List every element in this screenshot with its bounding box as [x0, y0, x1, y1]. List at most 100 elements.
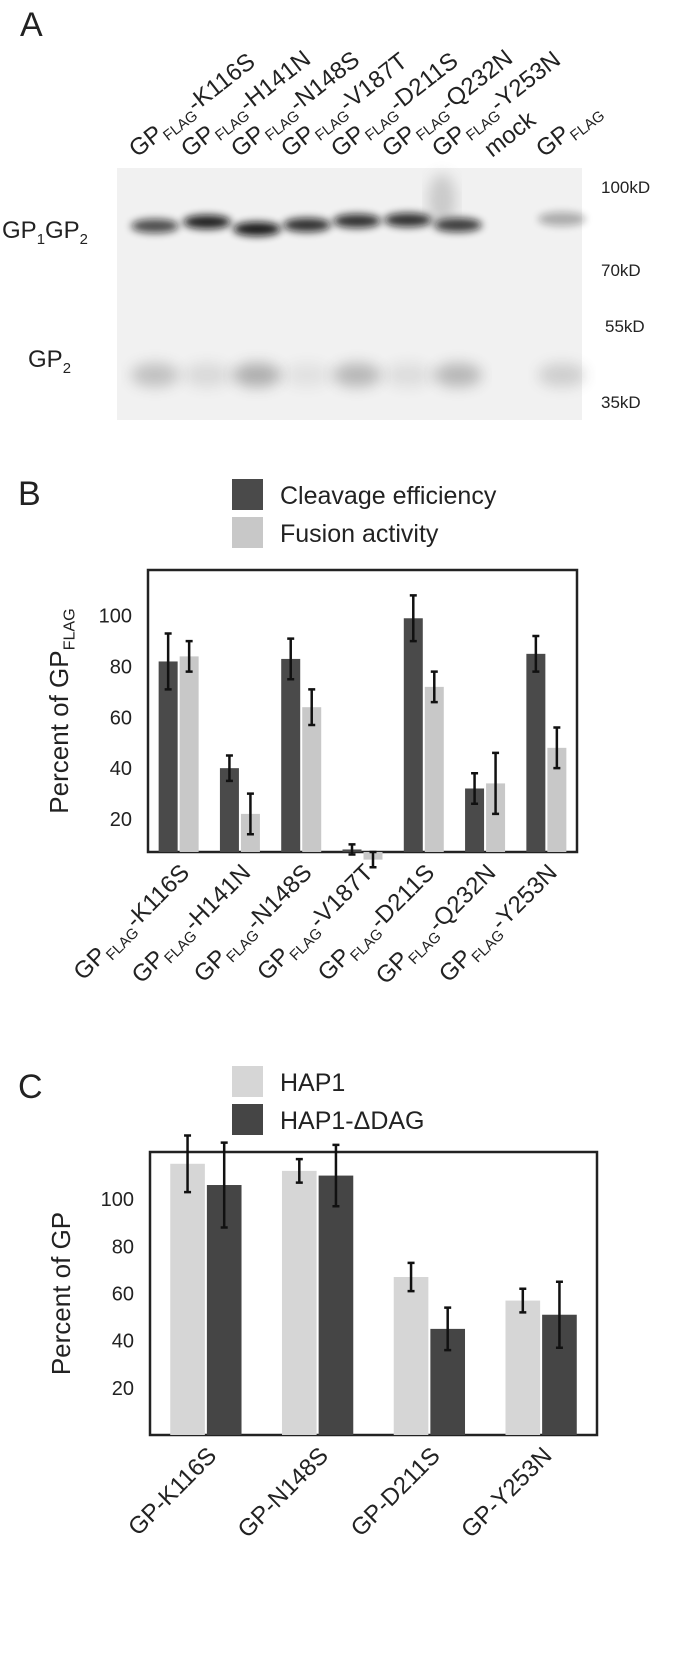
error-bar	[553, 726, 561, 770]
band-label-part: GP	[2, 217, 37, 244]
lane-label-part: GP	[124, 120, 168, 163]
legend-label: Fusion activity	[280, 520, 439, 548]
legend-swatch	[232, 1104, 263, 1135]
band-label-part: 1	[37, 232, 45, 248]
error-bar	[369, 850, 377, 869]
smear	[428, 174, 456, 226]
error-bar	[471, 771, 479, 805]
x-tick-label-part: -Y253N	[486, 859, 563, 936]
error-bar	[332, 1143, 340, 1208]
x-tick-label: GP-D211S	[346, 1442, 446, 1542]
bar	[158, 661, 178, 852]
band	[131, 363, 179, 387]
y-tick-label: 100	[101, 1189, 134, 1211]
error-bar	[225, 754, 233, 783]
lane-label: GPFLAG	[531, 96, 608, 166]
y-tick-label: 100	[99, 606, 132, 628]
error-bar	[444, 1306, 452, 1352]
marker-label: 55kD	[605, 317, 645, 336]
error-bar	[430, 670, 438, 704]
bar	[179, 656, 199, 852]
band	[233, 222, 281, 236]
y-axis-label: Percent of GP	[46, 1212, 76, 1375]
legend-label: HAP1	[280, 1069, 345, 1097]
lane-label-part: FLAG	[568, 108, 608, 145]
x-tick-label-part: GP-D211S	[346, 1442, 446, 1542]
panel-label: C	[18, 1068, 43, 1106]
legend-label: HAP1-ΔDAG	[280, 1107, 425, 1135]
band	[538, 212, 586, 226]
y-tick-label: 40	[112, 1331, 134, 1353]
x-tick-label-part: -N148S	[241, 859, 318, 936]
error-bar	[185, 639, 193, 673]
y-tick-label: 20	[110, 809, 132, 831]
x-tick-label-part: GP	[127, 945, 171, 989]
y-tick-label: 20	[112, 1378, 134, 1400]
error-bar	[492, 751, 500, 816]
bar	[170, 1163, 205, 1435]
band	[183, 363, 231, 387]
band	[183, 215, 231, 229]
legend-label: Cleavage efficiency	[280, 482, 497, 510]
panel-label-part: A	[20, 6, 43, 44]
error-bar	[532, 634, 540, 673]
band	[233, 363, 281, 387]
y-tick-label: 40	[110, 758, 132, 780]
x-tick-label-part: GP	[371, 946, 415, 990]
marker-label: 100kD	[601, 178, 650, 197]
bar	[393, 1276, 429, 1435]
bar	[547, 747, 567, 852]
panel-label: B	[18, 475, 41, 513]
band	[333, 363, 381, 387]
bar	[302, 707, 322, 852]
x-tick-label: GP-N148S	[233, 1442, 334, 1543]
band-label-part: GP	[45, 217, 80, 244]
bar	[465, 788, 485, 852]
x-tick-label-part: -H141N	[179, 859, 257, 937]
panel-label: A	[20, 6, 43, 44]
y-axis-label: Percent of GPFLAG	[44, 608, 79, 813]
error-bar	[409, 594, 417, 643]
bar	[281, 658, 301, 852]
error-bar	[287, 637, 295, 681]
band	[384, 213, 432, 227]
band-label: GP2	[28, 346, 71, 377]
error-bar	[295, 1157, 303, 1184]
legend-swatch	[232, 1066, 263, 1097]
bar	[281, 1170, 317, 1435]
x-tick-label-part: GP	[252, 942, 296, 986]
y-axis-label-part: FLAG	[61, 608, 79, 650]
y-tick-label: 60	[110, 707, 132, 729]
marker-label: 70kD	[601, 261, 641, 280]
x-tick-label-part: GP	[434, 944, 478, 988]
error-bar	[519, 1287, 527, 1314]
x-tick-label-part: GP-N148S	[233, 1442, 334, 1543]
band	[333, 214, 381, 228]
band-label-part: GP	[28, 346, 63, 373]
error-bar	[407, 1261, 415, 1293]
error-bar	[555, 1280, 563, 1349]
band	[283, 218, 331, 232]
x-tick-label-part: -Q232N	[423, 859, 502, 938]
x-tick-label-part: GP	[68, 942, 112, 986]
band	[434, 363, 482, 387]
error-bar	[184, 1134, 192, 1194]
bar	[219, 768, 239, 852]
marker-label: 35kD	[601, 393, 641, 412]
error-bar	[348, 843, 356, 856]
band-label-part: 2	[63, 361, 71, 377]
bar	[505, 1300, 541, 1435]
bar	[526, 653, 546, 852]
y-tick-label: 80	[112, 1236, 134, 1258]
x-tick-label-part: -V187T	[304, 859, 379, 934]
band-label: GP1GP2	[2, 217, 88, 248]
x-tick-label: GP-Y253N	[456, 1442, 557, 1543]
bar	[424, 686, 444, 852]
error-bar	[246, 792, 254, 836]
panel-label-part: C	[18, 1068, 43, 1106]
x-tick-label-part: GP	[313, 943, 357, 987]
x-tick-label-part: GP	[189, 944, 233, 988]
band-label-part: 2	[80, 232, 88, 248]
